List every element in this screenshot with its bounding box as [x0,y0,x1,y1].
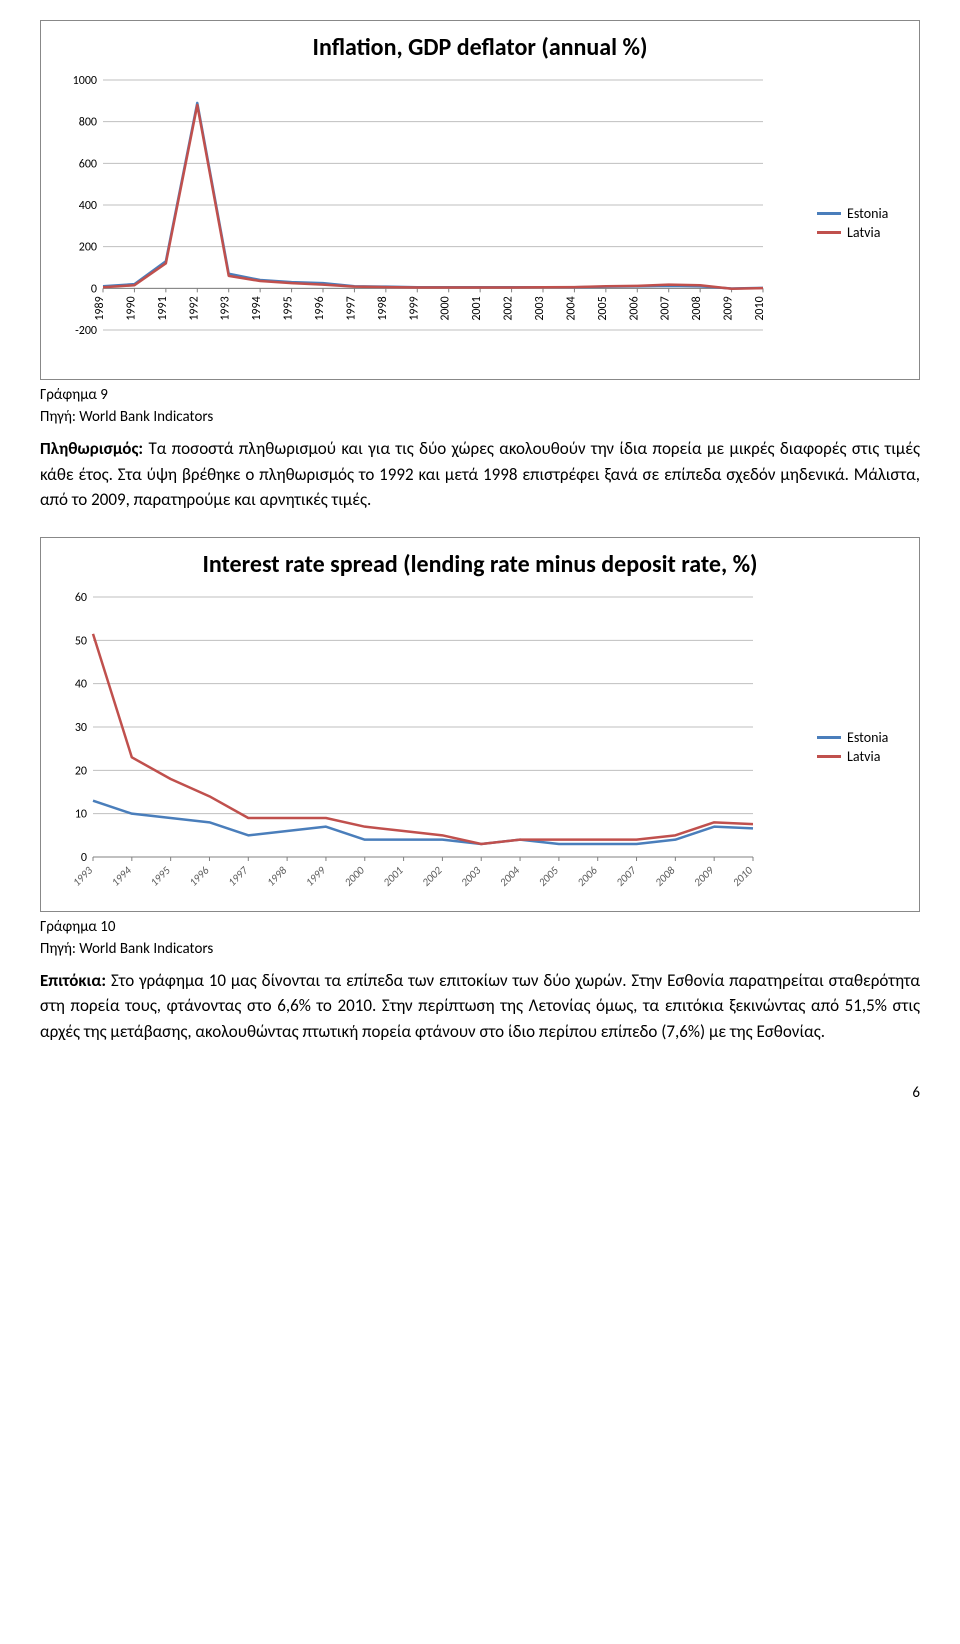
svg-text:60: 60 [75,591,87,605]
svg-text:2007: 2007 [659,296,673,320]
svg-text:2000: 2000 [439,296,453,320]
svg-text:2001: 2001 [470,296,484,320]
svg-text:2009: 2009 [691,863,716,888]
legend2-item-latvia: Latvia [817,748,907,765]
legend-label-estonia: Estonia [847,205,888,222]
svg-text:2004: 2004 [497,863,522,888]
svg-text:0: 0 [91,282,97,296]
svg-text:1999: 1999 [407,296,421,320]
svg-text:2010: 2010 [753,296,767,320]
chart-1-container: Inflation, GDP deflator (annual %) -200 0… [40,20,920,380]
svg-text:2000: 2000 [342,863,367,888]
legend-item-estonia: Estonia [817,205,907,222]
svg-text:2007: 2007 [614,863,639,888]
paragraph-1: Πληθωρισμός: Τα ποσοστά πληθωρισμού και … [40,436,920,513]
svg-text:20: 20 [75,764,87,778]
svg-text:1990: 1990 [124,296,138,320]
svg-text:30: 30 [75,721,87,735]
para2-text: Στο γράφημα 10 μας δίνονται τα επίπεδα τ… [40,970,920,1042]
svg-text:1991: 1991 [156,296,170,320]
svg-text:1989: 1989 [93,296,107,320]
chart-2-body: 0 10 20 30 40 50 60 1993 1994 1995 1996 1997 1998 199… [53,587,907,907]
chart-2-plot: 0 10 20 30 40 50 60 1993 1994 1995 1996 1997 1998 199… [53,587,807,907]
chart-2-container: Interest rate spread (lending rate minus… [40,537,920,912]
chart-2-legend: Estonia Latvia [817,727,907,767]
legend2-swatch-estonia [817,736,841,739]
svg-text:2008: 2008 [690,296,704,320]
svg-text:1998: 1998 [264,863,289,888]
svg-text:1999: 1999 [303,863,328,888]
paragraph-2: Επιτόκια: Στο γράφημα 10 μας δίνονται τα… [40,968,920,1045]
svg-text:1994: 1994 [250,296,264,320]
svg-text:1998: 1998 [376,296,390,320]
svg-text:600: 600 [79,157,97,171]
chart-1-plot: -200 0 200 400 600 800 1000 1989 1990 1991 1992 199… [53,70,807,375]
svg-text:1997: 1997 [225,863,250,888]
svg-text:2001: 2001 [381,863,406,888]
legend2-item-estonia: Estonia [817,729,907,746]
chart-1-legend: Estonia Latvia [817,203,907,243]
svg-text:2005: 2005 [596,296,610,320]
svg-text:400: 400 [79,199,97,213]
svg-text:1993: 1993 [70,863,95,888]
chart-1-title: Inflation, GDP deflator (annual %) [53,33,907,62]
page-number: 6 [40,1084,920,1102]
svg-text:1995: 1995 [148,863,173,888]
svg-text:2010: 2010 [730,863,755,888]
svg-text:1996: 1996 [187,863,212,888]
svg-text:1995: 1995 [282,296,296,320]
chart-1-caption-b: Πηγή: World Bank Indicators [40,408,920,426]
svg-text:1000: 1000 [73,74,97,88]
chart-2-caption-a: Γράφημα 10 [40,918,920,936]
chart-2-caption-b: Πηγή: World Bank Indicators [40,940,920,958]
legend2-label-estonia: Estonia [847,729,888,746]
legend-item-latvia: Latvia [817,224,907,241]
svg-text:2005: 2005 [536,863,561,888]
svg-text:1997: 1997 [344,296,358,320]
svg-text:-200: -200 [75,324,97,338]
svg-text:2002: 2002 [502,296,516,320]
svg-text:2008: 2008 [653,863,678,888]
svg-text:2009: 2009 [722,296,736,320]
svg-text:200: 200 [79,241,97,255]
para1-text: Τα ποσοστά πληθωρισμού και για τις δύο χ… [40,438,920,510]
chart-2-svg: 0 10 20 30 40 50 60 1993 1994 1995 1996 1997 1998 199… [53,587,763,907]
chart-2-title: Interest rate spread (lending rate minus… [53,550,907,579]
svg-text:50: 50 [75,634,87,648]
svg-text:800: 800 [79,116,97,130]
svg-text:1994: 1994 [109,863,134,888]
legend-swatch-latvia [817,231,841,234]
chart-1-svg: -200 0 200 400 600 800 1000 1989 1990 1991 1992 199… [53,70,773,375]
legend2-swatch-latvia [817,755,841,758]
legend2-label-latvia: Latvia [847,748,880,765]
svg-text:2002: 2002 [420,863,445,888]
svg-text:0: 0 [81,851,87,865]
svg-text:2006: 2006 [575,863,600,888]
para2-bold: Επιτόκια: [40,970,106,991]
svg-text:1993: 1993 [219,296,233,320]
legend-swatch-estonia [817,212,841,215]
svg-text:10: 10 [75,807,87,821]
chart-1-body: -200 0 200 400 600 800 1000 1989 1990 1991 1992 199… [53,70,907,375]
svg-text:2003: 2003 [458,863,483,888]
svg-text:1996: 1996 [313,296,327,320]
svg-text:2006: 2006 [627,296,641,320]
svg-text:1992: 1992 [187,296,201,320]
para1-bold: Πληθωρισμός: [40,438,143,459]
legend-label-latvia: Latvia [847,224,880,241]
svg-text:40: 40 [75,677,87,691]
chart-1-caption-a: Γράφημα 9 [40,386,920,404]
svg-text:2003: 2003 [533,296,547,320]
svg-text:2004: 2004 [564,296,578,320]
